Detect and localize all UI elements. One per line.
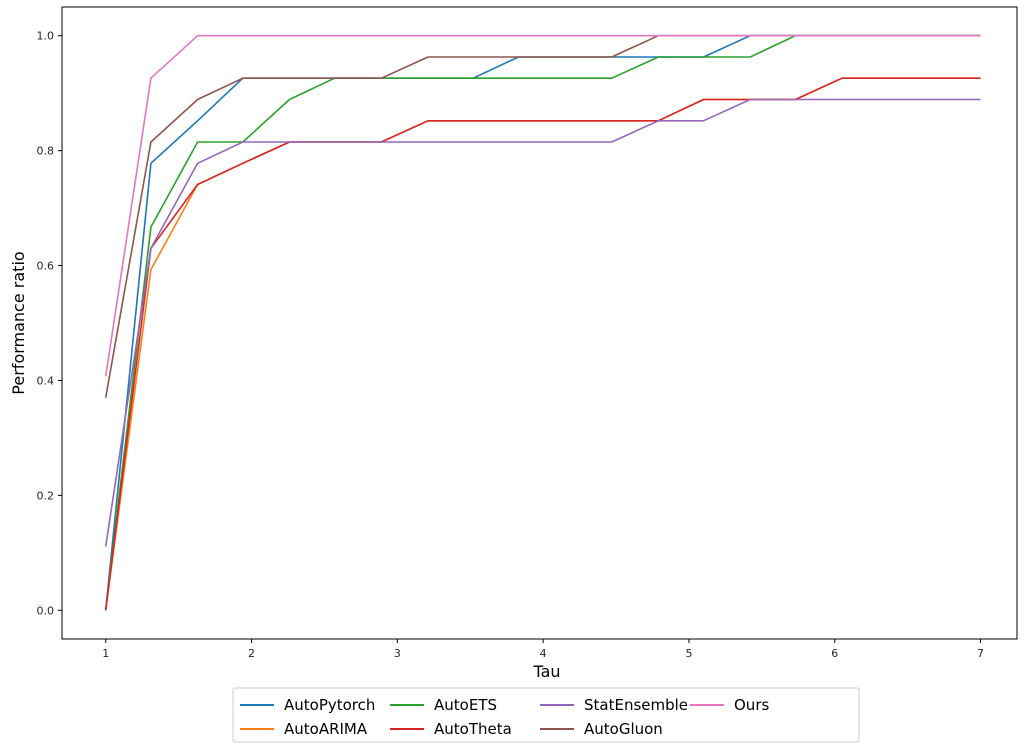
y-tick-label: 0.0 xyxy=(37,604,55,617)
y-axis-ticks: 0.0 0.2 0.4 0.6 0.8 1.0 xyxy=(37,30,62,617)
x-tick-label: 1 xyxy=(102,647,109,660)
legend: AutoPytorch AutoARIMA AutoETS AutoTheta Stat… xyxy=(232,687,860,743)
y-tick-label: 0.6 xyxy=(37,260,55,273)
x-tick-label: 7 xyxy=(977,647,984,660)
x-tick-label: 2 xyxy=(248,647,255,660)
y-tick-label: 0.4 xyxy=(37,374,55,387)
legend-label-autotheta: AutoTheta xyxy=(434,720,512,738)
legend-label-ours: Ours xyxy=(734,696,769,714)
x-tick-label: 4 xyxy=(540,647,547,660)
legend-label-autoarima: AutoARIMA xyxy=(284,720,368,738)
plot-area xyxy=(61,6,1018,640)
x-axis-ticks: 1 2 3 4 5 6 7 xyxy=(102,639,984,660)
x-axis-title: Tau xyxy=(532,662,560,681)
legend-frame xyxy=(232,687,860,743)
legend-label-autoets: AutoETS xyxy=(434,696,497,714)
y-tick-label: 0.2 xyxy=(37,489,55,502)
y-axis-title: Performance ratio xyxy=(9,251,28,394)
series-line-statensemble xyxy=(104,98,981,547)
x-tick-label: 3 xyxy=(394,647,401,660)
legend-label-autopytorch: AutoPytorch xyxy=(284,696,375,714)
legend-label-statensemble: StatEnsemble xyxy=(584,696,688,714)
x-tick-label: 5 xyxy=(685,647,692,660)
series-line-autogluon xyxy=(104,34,981,398)
x-tick-label: 6 xyxy=(831,647,838,660)
y-tick-label: 0.8 xyxy=(37,145,55,158)
series-lines xyxy=(104,34,981,611)
legend-label-autogluon: AutoGluon xyxy=(584,720,663,738)
series-line-ours xyxy=(104,34,981,377)
y-tick-label: 1.0 xyxy=(37,30,55,43)
